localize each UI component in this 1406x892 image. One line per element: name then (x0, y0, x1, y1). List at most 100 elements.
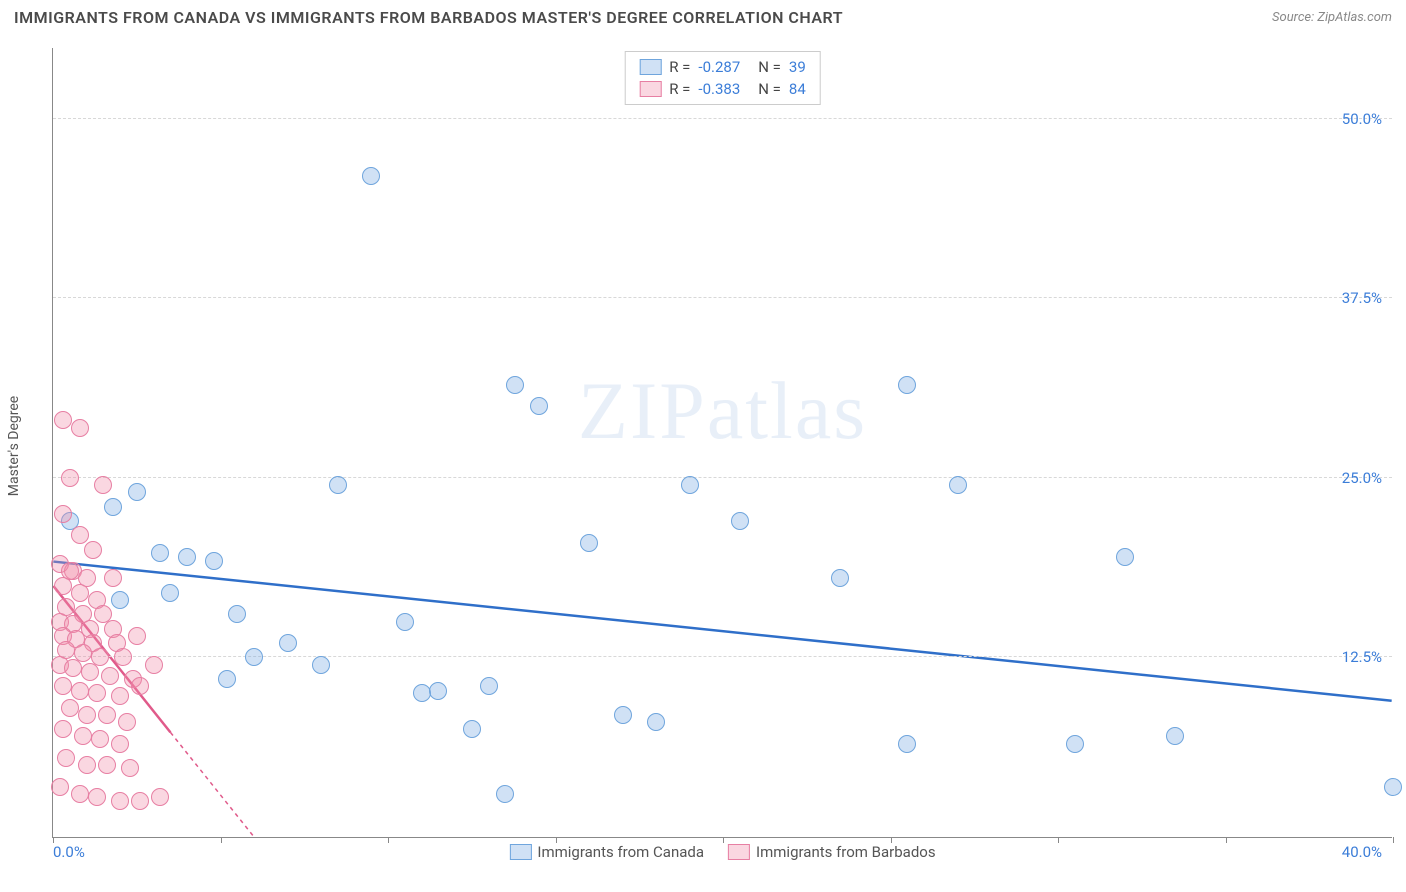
scatter-point (614, 706, 632, 724)
scatter-point (71, 419, 89, 437)
scatter-point (118, 713, 136, 731)
scatter-point (161, 584, 179, 602)
scatter-point (111, 687, 129, 705)
scatter-point (111, 792, 129, 810)
scatter-point (88, 684, 106, 702)
scatter-point (51, 778, 69, 796)
trend-lines-layer (53, 48, 1392, 837)
scatter-point (64, 659, 82, 677)
x-tick (221, 837, 222, 843)
x-tick (1058, 837, 1059, 843)
scatter-point (131, 677, 149, 695)
scatter-point (898, 735, 916, 753)
scatter-point (1384, 778, 1402, 796)
scatter-point (1066, 735, 1084, 753)
scatter-point (88, 788, 106, 806)
x-tick (388, 837, 389, 843)
scatter-point (151, 544, 169, 562)
legend-item-canada: Immigrants from Canada (509, 843, 704, 861)
scatter-point (396, 613, 414, 631)
x-tick (723, 837, 724, 843)
scatter-point (131, 792, 149, 810)
scatter-point (81, 663, 99, 681)
scatter-point (329, 476, 347, 494)
scatter-point (111, 735, 129, 753)
chart-header: IMMIGRANTS FROM CANADA VS IMMIGRANTS FRO… (0, 0, 1406, 33)
scatter-point (480, 677, 498, 695)
scatter-point (98, 756, 116, 774)
x-tick (1393, 837, 1394, 843)
scatter-point (104, 569, 122, 587)
scatter-point (151, 788, 169, 806)
scatter-point (731, 512, 749, 530)
scatter-point (101, 667, 119, 685)
scatter-point (78, 706, 96, 724)
scatter-point (57, 749, 75, 767)
y-tick-label: 50.0% (1342, 110, 1382, 128)
scatter-point (949, 476, 967, 494)
scatter-point (530, 397, 548, 415)
scatter-point (1116, 548, 1134, 566)
scatter-point (71, 526, 89, 544)
scatter-point (647, 713, 665, 731)
scatter-point (496, 785, 514, 803)
scatter-point (61, 469, 79, 487)
scatter-point (245, 648, 263, 666)
scatter-point (121, 759, 139, 777)
scatter-point (205, 552, 223, 570)
x-axis-max-label: 40.0% (1342, 843, 1382, 861)
scatter-point (145, 656, 163, 674)
stats-row-canada: R = -0.287 N = 39 (639, 56, 806, 78)
scatter-point (78, 756, 96, 774)
scatter-point (506, 376, 524, 394)
scatter-point (429, 682, 447, 700)
scatter-point (71, 682, 89, 700)
x-tick (1226, 837, 1227, 843)
swatch-barbados (639, 81, 661, 97)
scatter-point (61, 562, 79, 580)
chart-title: IMMIGRANTS FROM CANADA VS IMMIGRANTS FRO… (14, 8, 843, 27)
scatter-point (114, 648, 132, 666)
x-tick (891, 837, 892, 843)
scatter-point (71, 785, 89, 803)
x-tick (556, 837, 557, 843)
scatter-point (98, 706, 116, 724)
scatter-point (1166, 727, 1184, 745)
y-tick-label: 37.5% (1342, 289, 1382, 307)
legend-item-barbados: Immigrants from Barbados (728, 843, 936, 861)
scatter-point (178, 548, 196, 566)
scatter-point (218, 670, 236, 688)
scatter-point (104, 498, 122, 516)
correlation-stats-box: R = -0.287 N = 39 R = -0.383 N = 84 (624, 51, 821, 105)
scatter-point (898, 376, 916, 394)
scatter-point (580, 534, 598, 552)
bottom-legend: Immigrants from Canada Immigrants from B… (509, 843, 935, 861)
scatter-point (128, 483, 146, 501)
scatter-point (94, 476, 112, 494)
y-tick-label: 12.5% (1342, 648, 1382, 666)
legend-swatch-barbados (728, 844, 750, 860)
scatter-point (362, 167, 380, 185)
stats-row-barbados: R = -0.383 N = 84 (639, 78, 806, 100)
scatter-point (128, 627, 146, 645)
swatch-canada (639, 59, 661, 75)
scatter-point (61, 699, 79, 717)
scatter-point (54, 411, 72, 429)
scatter-point (54, 505, 72, 523)
gridline (53, 477, 1392, 478)
gridline (53, 118, 1392, 119)
scatter-plot-area: ZIPatlas R = -0.287 N = 39 R = -0.383 N … (52, 48, 1392, 838)
scatter-point (74, 727, 92, 745)
y-tick-label: 25.0% (1342, 469, 1382, 487)
gridline (53, 297, 1392, 298)
scatter-point (84, 541, 102, 559)
scatter-point (413, 684, 431, 702)
x-tick (53, 837, 54, 843)
scatter-point (54, 720, 72, 738)
scatter-point (71, 584, 89, 602)
scatter-point (681, 476, 699, 494)
x-axis-min-label: 0.0% (53, 843, 85, 861)
y-axis-label: Master's Degree (6, 396, 22, 496)
scatter-point (111, 591, 129, 609)
scatter-point (312, 656, 330, 674)
